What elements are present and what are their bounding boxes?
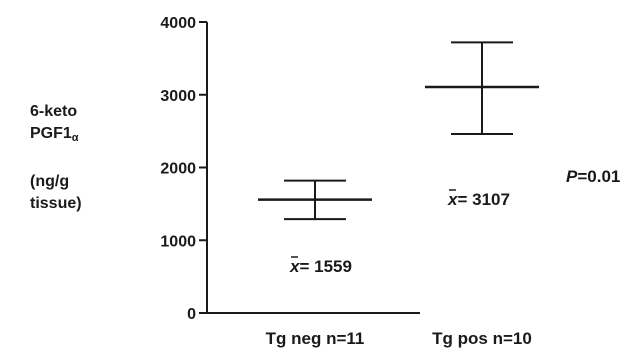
y-tick-label: 0 [187, 306, 196, 323]
y-label-line-3: (ng/g [30, 173, 70, 190]
mean-data-label: x= 3107 [447, 190, 510, 209]
p-symbol: P [566, 167, 578, 186]
x-category-label: Tg neg n=11 [266, 329, 365, 348]
y-tick-label: 4000 [160, 15, 196, 32]
y-label-line-2-text: PGF1 [30, 125, 72, 142]
mean-value: = 3107 [457, 190, 509, 209]
y-tick-label: 1000 [160, 233, 196, 250]
x-category-label: Tg pos n=10 [432, 329, 532, 348]
y-tick-label: 2000 [160, 161, 196, 178]
y-tick-label: 3000 [160, 88, 196, 105]
y-label-line-4: tissue) [30, 195, 82, 212]
y-label-line-1: 6-keto [30, 103, 78, 120]
y-label-subscript: α [71, 132, 79, 144]
p-value: =0.01 [577, 167, 620, 186]
y-label-line-2: PGF1α [30, 124, 79, 148]
mean-value: = 1559 [299, 257, 351, 276]
mean-symbol: x [289, 257, 301, 276]
mean-symbol: x [447, 190, 459, 209]
p-value-annotation: P=0.01 [566, 167, 620, 186]
axes: 0 1000 2000 3000 4000 Tg neg n=11 Tg pos n=10 [160, 15, 531, 348]
mean-data-label: x= 1559 [289, 257, 352, 276]
